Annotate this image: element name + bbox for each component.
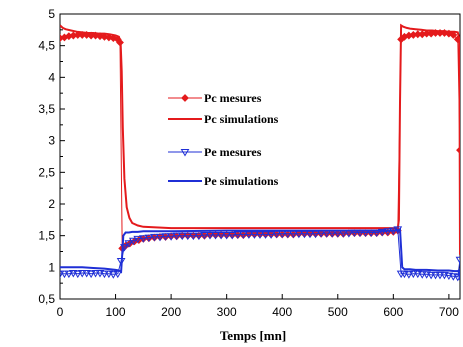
x-tick-label: 400 (272, 305, 292, 319)
x-tick-label: 700 (439, 305, 459, 319)
legend-label: Pe mesures (204, 145, 262, 159)
x-tick-label: 300 (217, 305, 237, 319)
series-line (60, 227, 460, 281)
legend: Pc mesures Pc simulations Pe mesures Pe sim… (168, 91, 279, 188)
data-point-triangle (435, 271, 445, 280)
y-tick-label: 2 (48, 197, 55, 211)
data-point-triangle (138, 235, 148, 243)
data-point-triangle (238, 231, 248, 239)
data-point-triangle (404, 271, 414, 279)
data-point-triangle (177, 232, 187, 241)
x-tick-label: 600 (383, 305, 403, 319)
y-tick-label: 1,5 (38, 229, 55, 243)
data-point-triangle (200, 232, 209, 240)
data-point-triangle (161, 233, 170, 241)
data-point-triangle (255, 231, 265, 239)
x-tick-label: 200 (161, 305, 181, 319)
data-point-triangle (166, 233, 176, 241)
y-tick-label: 0,5 (38, 292, 55, 306)
series-pc-simulations (60, 23, 460, 255)
y-tick-label: 4,5 (38, 39, 55, 53)
x-axis-ticks: 0 100 200 300 400 500 600 700 (57, 294, 459, 319)
y-tick-label: 1 (48, 260, 55, 274)
legend-entry: Pc mesures (168, 91, 262, 105)
data-point-triangle (250, 231, 259, 239)
x-axis-title: Temps [mn] (220, 328, 286, 343)
data-point-triangle (426, 271, 436, 280)
x-tick-label: 0 (57, 305, 64, 319)
data-point-triangle (188, 232, 198, 241)
data-point-triangle (261, 231, 270, 239)
x-tick-label: 100 (106, 305, 126, 319)
data-point-triangle (108, 271, 118, 279)
data-point-triangle (417, 271, 427, 279)
data-point-triangle (180, 149, 190, 157)
data-point-triangle (128, 237, 138, 246)
data-point-triangle (155, 233, 165, 242)
legend-entry: Pe simulations (168, 174, 279, 188)
data-point-triangle (194, 232, 204, 241)
legend-entry: Pc simulations (168, 112, 279, 126)
plot-area (60, 23, 460, 282)
data-point-triangle (266, 231, 276, 239)
data-point-triangle (455, 256, 460, 265)
data-point-triangle (60, 270, 65, 279)
x-tick-label: 500 (328, 305, 348, 319)
data-point-triangle (150, 233, 159, 242)
data-point-diamond (181, 94, 189, 102)
series-pc-mesures (60, 29, 460, 253)
legend-label: Pe simulations (204, 174, 279, 188)
data-point-triangle (124, 240, 134, 248)
data-point-triangle (60, 270, 69, 279)
legend-entry: Pe mesures (168, 145, 262, 159)
y-tick-label: 4 (48, 70, 55, 84)
data-point-triangle (73, 270, 83, 279)
data-point-triangle (91, 270, 100, 278)
data-point-triangle (227, 232, 237, 240)
data-point-triangle (86, 270, 96, 279)
data-point-triangle (383, 228, 393, 236)
data-point-triangle (408, 270, 418, 279)
data-point-triangle (172, 232, 182, 241)
data-point-triangle (233, 231, 243, 239)
data-point-diamond (449, 30, 458, 39)
data-point-triangle (244, 231, 254, 239)
y-tick-label: 3,5 (38, 102, 55, 116)
data-point-triangle (100, 270, 109, 279)
data-point-triangle (144, 234, 154, 243)
series-pe-simulations (60, 227, 460, 281)
data-point-triangle (211, 232, 220, 240)
data-point-triangle (431, 271, 440, 280)
y-tick-label: 3 (48, 134, 55, 148)
data-point-triangle (216, 232, 226, 240)
data-point-triangle (133, 235, 143, 244)
data-point-triangle (377, 228, 387, 237)
data-point-triangle (183, 232, 193, 241)
data-point-triangle (222, 232, 232, 240)
y-tick-label: 2,5 (38, 165, 55, 179)
legend-label: Pc mesures (204, 91, 262, 105)
legend-label: Pc simulations (204, 112, 279, 126)
series-line (60, 23, 460, 255)
y-tick-label: 5 (48, 7, 55, 21)
y-axis-ticks: 0,5 1 1,5 2 2,5 3 3,5 4 4,5 5 (38, 7, 65, 306)
data-point-triangle (77, 270, 87, 278)
data-point-triangle (205, 232, 215, 240)
data-point-triangle (64, 270, 74, 279)
